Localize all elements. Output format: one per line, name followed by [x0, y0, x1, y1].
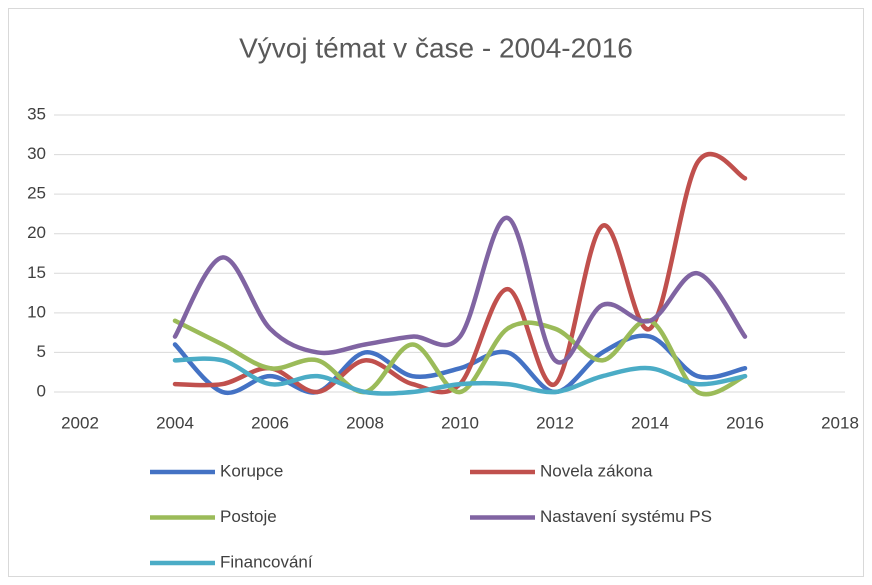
- x-tick-label: 2010: [441, 413, 479, 432]
- legend-label: Nastavení systému PS: [540, 507, 712, 526]
- y-tick-label: 10: [27, 302, 46, 321]
- y-tick-label: 15: [27, 263, 46, 282]
- legend-label: Korupce: [220, 461, 283, 480]
- legend-label: Financování: [220, 552, 313, 571]
- x-tick-label: 2008: [346, 413, 384, 432]
- x-tick-label: 2002: [61, 413, 99, 432]
- x-tick-label: 2004: [156, 413, 194, 432]
- x-tick-label: 2014: [631, 413, 669, 432]
- y-tick-label: 5: [37, 342, 46, 361]
- y-tick-label: 35: [27, 104, 46, 123]
- y-tick-label: 30: [27, 144, 46, 163]
- chart-border: [8, 8, 864, 577]
- y-tick-label: 0: [37, 381, 46, 400]
- x-tick-label: 2012: [536, 413, 574, 432]
- y-tick-label: 25: [27, 184, 46, 203]
- x-tick-label: 2016: [726, 413, 764, 432]
- chart-title: Vývoj témat v čase - 2004-2016: [239, 32, 633, 63]
- x-tick-label: 2006: [251, 413, 289, 432]
- series-line: [172, 215, 748, 365]
- series-line: [172, 356, 748, 396]
- legend-label: Novela zákona: [540, 461, 653, 480]
- series-line: [172, 333, 748, 396]
- x-tick-label: 2018: [821, 413, 859, 432]
- legend-label: Postoje: [220, 507, 277, 526]
- y-tick-label: 20: [27, 223, 46, 242]
